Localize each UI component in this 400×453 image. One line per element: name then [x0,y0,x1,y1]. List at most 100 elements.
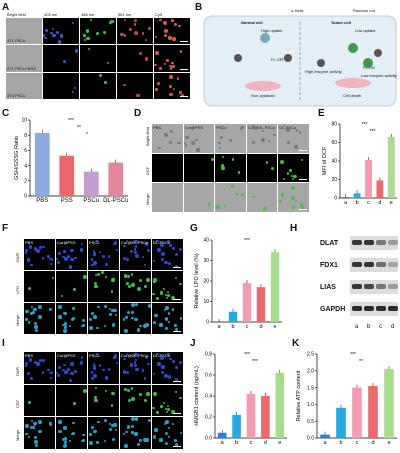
cell-dot [110,309,114,313]
cell-dot [185,136,189,140]
cell-dot [159,67,162,70]
micrograph-tile [88,417,119,449]
cell-dot [64,256,68,260]
micrograph-tile: Cur@DL-PSCu [246,124,278,153]
cell-dot [24,362,28,366]
cell-dot [164,408,168,411]
blot-band [364,306,374,311]
micrograph-tile [154,45,190,72]
cell-dot [71,91,75,94]
cell-dot [50,257,54,261]
cell-dot [34,443,39,448]
cell-dot [290,174,294,178]
cell-dot [70,248,74,253]
cell-dot [167,353,170,357]
cell-dot [155,51,160,56]
x-tick-label: e [278,440,281,446]
cell-dot [123,443,128,448]
cell-dot [134,245,138,248]
cell-dot [208,203,211,206]
micrograph-tile: DL-PSCu [152,239,183,270]
helix-label: α-Helix [291,8,304,13]
panel-f-label: F [2,223,9,234]
column-header: Cur@DL-PSCu [121,240,149,245]
significance-mark: ** [77,125,81,131]
non-cytotoxic-label: Non-cytotoxic [251,93,276,98]
cell-dot [191,140,196,145]
cell-dot [141,32,145,35]
micrograph-tile [152,384,183,417]
cell-dot [261,129,264,133]
y-tick-label: 2.0 [307,369,314,375]
blot-strip [350,302,398,316]
significance-mark: ** [359,359,363,365]
cell-dot [196,148,200,152]
cell-dot [174,252,179,257]
cell-dot [107,368,111,371]
blot-strip [350,236,398,250]
cell-dot [87,47,90,50]
cell-dot [25,318,28,321]
cell-dot [122,370,127,374]
cell-dot [179,282,182,286]
bar [228,311,238,322]
cell-dot [130,417,135,422]
cell-dot [166,408,171,412]
cell-dot [111,404,114,407]
micrograph-tile [88,303,119,334]
cell-dot [83,389,87,393]
micrograph-tile [117,18,153,45]
cell-dot [63,311,67,316]
cell-dot [108,313,112,317]
blot-protein-label: GAPDH [320,306,346,313]
micrograph-tile [56,303,87,334]
cell-dot [174,442,179,447]
cell-dot [51,27,54,30]
cell-dot [123,18,126,22]
micrograph-tile: PSCu [88,239,119,270]
x-tick-label: d [378,200,381,206]
cell-dot [82,433,85,437]
cell-dot [49,258,52,261]
y-tick-label: 30 [203,258,209,264]
cell-dot [169,67,172,70]
cell-dot [25,309,29,314]
cell-dot [63,322,68,326]
cell-dot [133,364,137,368]
column-header: Cur@DL-PSCu [247,125,276,130]
cell-dot [114,428,117,432]
cell-dot [152,373,155,376]
cell-dot [73,288,77,292]
micrograph-tile: DL-PSCu [152,352,183,384]
significance-mark: *** [244,352,250,358]
cell-dot [67,368,71,371]
micrograph-tile [24,384,55,417]
x-tick-label: d [264,440,267,446]
cell-dot [163,423,166,426]
cell-dot [130,387,134,390]
cell-dot [230,184,235,189]
y-axis-label: HMGB1 content (ng/mL) [194,366,200,426]
cell-dot [134,367,139,372]
cell-dot [72,21,75,24]
cell-dot [154,64,157,67]
panel-a-label: A [2,2,10,13]
cell-dot [71,431,75,435]
y-tick-label: 0 [206,320,209,326]
cell-dot [128,27,132,31]
column-header: Cur@PSS [184,125,204,130]
bar [59,155,75,196]
cell-dot [56,31,59,35]
cell-dot [126,425,131,429]
cell-dot [133,18,137,23]
cell-dot [171,295,176,300]
cell-dot [238,171,241,174]
row-label: 4T1 PSCu [7,38,26,44]
lane-label: b [367,324,371,330]
micrograph-tile [246,183,278,212]
cell-dot [123,244,126,248]
panel-k-label: K [292,338,300,349]
cell-dot [165,411,168,414]
cell-dot [96,272,101,277]
